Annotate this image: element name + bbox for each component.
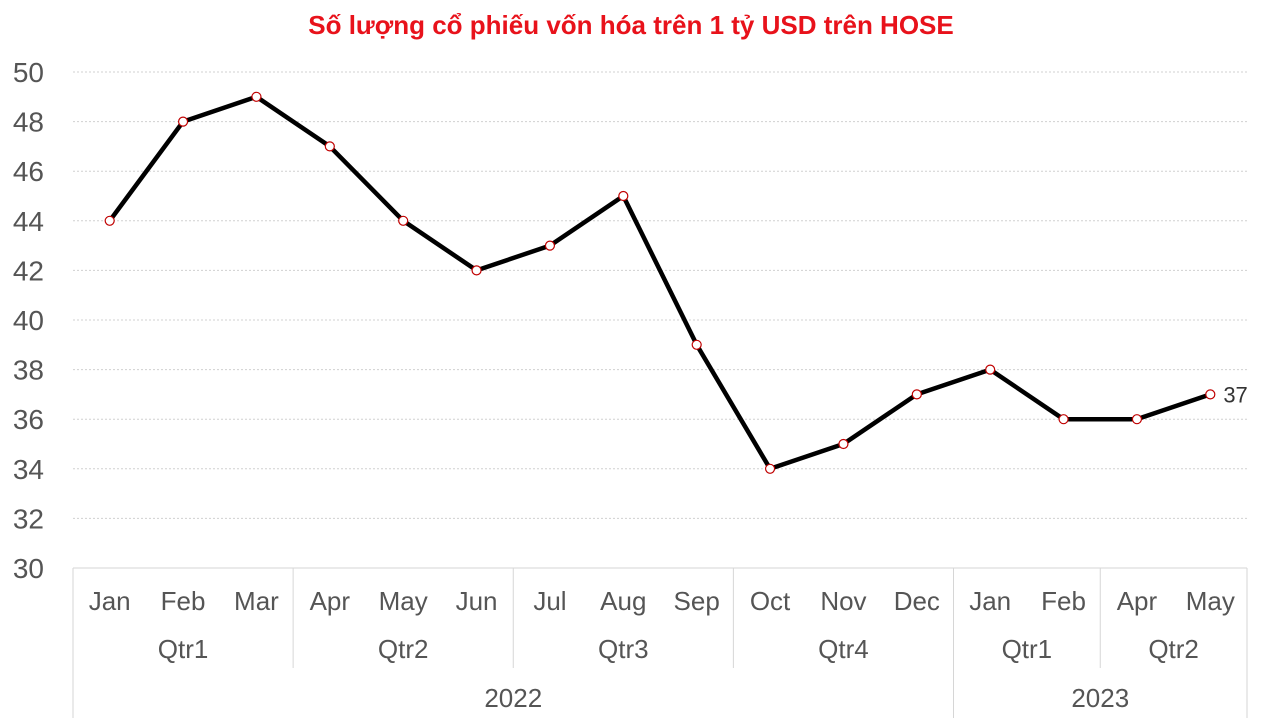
year-label: 2022 [484,683,542,713]
quarter-label: Qtr2 [378,634,429,664]
y-tick-label: 36 [13,404,44,435]
y-tick-label: 30 [13,553,44,584]
data-point [104,215,115,226]
quarter-label: Qtr4 [818,634,869,664]
y-tick-label: 40 [13,305,44,336]
y-tick-label: 34 [13,454,44,485]
quarter-label: Qtr1 [1002,634,1053,664]
x-tick-label: May [1186,586,1235,616]
gridlines [73,71,1247,519]
x-tick-label: May [379,586,428,616]
quarter-label: Qtr1 [158,634,209,664]
x-tick-label: Mar [234,586,279,616]
x-tick-label: Jan [969,586,1011,616]
x-axis: Jan Feb Mar Apr May Jun Jul Aug Sep Oct Nov Dec Jan F… [72,567,1248,718]
y-tick-label: 50 [13,57,44,88]
y-tick-label: 38 [13,355,44,386]
data-point [544,240,556,251]
quarter-label: Qtr2 [1148,634,1199,664]
x-tick-label: Feb [1041,586,1086,616]
y-axis: 30 32 34 36 38 40 42 44 46 48 50 [13,57,44,584]
data-point [691,339,702,350]
x-tick-label: Oct [750,586,791,616]
x-tick-label: Feb [161,586,206,616]
data-point [1131,414,1143,425]
y-tick-label: 46 [13,156,44,187]
data-point [764,463,776,474]
y-tick-label: 48 [13,107,44,138]
x-tick-label: Nov [820,586,866,616]
year-label: 2023 [1071,683,1129,713]
x-tick-label: Apr [310,586,351,616]
chart-title: Số lượng cổ phiếu vốn hóa trên 1 tỷ USD … [308,10,954,40]
data-point [911,389,922,400]
data-point [1205,389,1216,400]
x-tick-label: Jun [456,586,498,616]
x-tick-label: Dec [894,586,940,616]
y-tick-label: 32 [13,503,44,534]
data-label: 37 [1223,382,1247,407]
data-point [398,215,409,226]
x-tick-label: Jan [89,586,131,616]
x-tick-label: Apr [1117,586,1158,616]
data-point [471,265,482,276]
x-tick-label: Aug [600,586,646,616]
data-point [1058,414,1069,425]
data-labels: 37 [1223,382,1247,407]
data-points [104,91,1216,474]
x-tick-label: Jul [533,586,566,616]
data-point [985,364,996,375]
data-point [251,91,262,102]
data-point [838,438,849,450]
data-point [324,141,335,152]
data-point [618,190,629,202]
x-tick-label: Sep [674,586,720,616]
series-line [107,94,1212,472]
y-tick-label: 44 [13,206,44,237]
data-point [177,116,189,127]
quarter-label: Qtr3 [598,634,649,664]
y-tick-label: 42 [13,255,44,286]
